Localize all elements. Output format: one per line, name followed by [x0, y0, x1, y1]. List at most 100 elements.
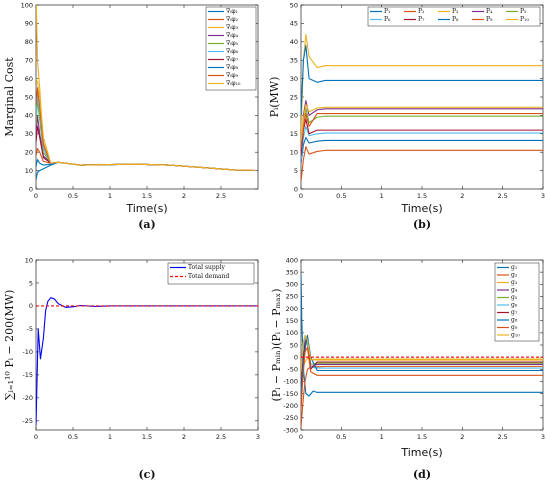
y-tick-label: 0	[29, 185, 33, 193]
y-tick-label: -250	[283, 414, 298, 422]
legend-entry: g₃	[511, 279, 518, 286]
series-line-10	[301, 103, 543, 142]
series-line-1	[301, 274, 543, 397]
legend-entry: P₂	[418, 8, 425, 15]
x-tick-label: 0.5	[336, 433, 346, 441]
y-tick-label: 10	[290, 149, 298, 157]
y-tick-label: 0	[294, 353, 298, 361]
legend-entry: P₈	[452, 16, 459, 23]
panel-caption: (a)	[138, 218, 156, 231]
x-tick-label: 2.5	[497, 433, 507, 441]
legend-entry: ∇ᵢφ₅	[226, 40, 239, 47]
legend-entry: g₄	[511, 287, 518, 294]
series-line-1	[301, 136, 543, 164]
y-tick-label: 5	[29, 279, 33, 287]
legend-box	[205, 6, 257, 91]
x-tick-label: 3	[256, 433, 260, 441]
x-tick-label: 1	[108, 192, 112, 200]
y-tick-label: 20	[25, 149, 33, 157]
x-tick-label: 1.5	[417, 192, 427, 200]
y-tick-label: 10	[25, 256, 33, 264]
legend-entry: g₆	[511, 302, 518, 309]
y-tick-label: 25	[290, 93, 298, 101]
x-tick-label: 2.5	[216, 192, 226, 200]
legend-entry: Total demand	[188, 273, 229, 280]
y-tick-label: -10	[22, 348, 33, 356]
legend-entry: g₁	[511, 264, 517, 271]
y-tick-label: 15	[290, 130, 298, 138]
x-tick-label: 0.5	[68, 433, 78, 441]
legend-entry: P₁	[384, 8, 390, 15]
chart-panel-3: 0 0.5 1 1.5 2 2.5 3 -25 -20 -15 -10 -5 0 5 10 Total sup…	[3, 256, 260, 481]
y-tick-label: 250	[286, 293, 298, 301]
x-tick-label: 1	[108, 433, 112, 441]
x-tick-label: 2	[182, 433, 186, 441]
x-tick-label: 3	[541, 433, 545, 441]
chart-panel-4: 0 0.5 1 1.5 2 2.5 3 -300 -250 -200 -150 -100 -50 0 50 1…	[270, 256, 545, 481]
y-tick-label: -100	[283, 378, 298, 386]
legend-entry: ∇ᵢφ₆	[226, 48, 239, 55]
y-tick-label: 40	[25, 112, 33, 120]
y-tick-label: -150	[283, 390, 298, 398]
series-line-2	[301, 146, 543, 182]
series-line-1	[36, 297, 258, 426]
legend-entry: P₉	[486, 16, 493, 23]
y-tick-label: 90	[25, 20, 33, 28]
legend-entry: g₈	[511, 317, 518, 324]
y-tick-label: 100	[21, 1, 33, 9]
y-tick-label: 50	[290, 1, 298, 9]
y-tick-label: 350	[286, 268, 298, 276]
y-tick-label: -50	[287, 366, 298, 374]
legend-entry: ∇ᵢφ₇	[226, 56, 239, 63]
x-tick-label: 0.5	[336, 192, 346, 200]
y-tick-label: 35	[290, 57, 298, 65]
plot-area	[300, 4, 544, 190]
y-tick-label: 200	[286, 305, 298, 313]
x-tick-label: 0	[34, 192, 38, 200]
x-axis-label: Time(s)	[125, 202, 167, 215]
x-tick-label: 2	[182, 192, 186, 200]
series-line-9	[301, 346, 543, 411]
legend-box	[167, 262, 255, 285]
y-tick-label: 300	[286, 281, 298, 289]
panel-caption: (b)	[413, 218, 431, 231]
x-axis-label: Time(s)	[400, 202, 442, 215]
y-tick-label: -25	[22, 417, 33, 425]
y-tick-label: 20	[290, 112, 298, 120]
y-tick-label: -20	[22, 394, 33, 402]
legend-entry: g₉	[511, 324, 518, 331]
y-tick-label: 30	[290, 75, 298, 83]
x-tick-label: 1.5	[417, 433, 427, 441]
series-line-2	[301, 365, 543, 428]
x-tick-label: 2.5	[497, 192, 507, 200]
legend-entry: g₇	[511, 309, 518, 316]
series-line-8	[301, 334, 543, 401]
y-tick-label: 5	[294, 167, 298, 175]
legend-entry: ∇ᵢφ₂	[226, 16, 239, 23]
y-tick-label: 50	[290, 341, 298, 349]
legend-entry: Total supply	[188, 264, 226, 271]
legend-entry: P₆	[384, 16, 391, 23]
legend-entry: ∇ᵢφ₁	[226, 8, 238, 15]
series-line-9	[301, 113, 543, 149]
y-tick-label: 45	[290, 20, 298, 28]
legend-entry: g₂	[511, 272, 518, 279]
series-line-8	[301, 44, 543, 116]
y-axis-label: Pᵢ(MW)	[268, 77, 281, 118]
legend-entry: P₁₀	[520, 16, 529, 23]
y-axis-label: Marginal Cost	[3, 57, 16, 137]
y-tick-label: 70	[25, 57, 33, 65]
y-axis-label: (Pᵢ − Pₘᵢₙ)(Pᵢ − Pₘₐₓ)	[270, 289, 283, 402]
legend: P₁ P₂ P₃ P₄ P₅ P₆ P₇ P₈ P₉ P₁₀	[367, 6, 541, 27]
x-axis-label: Time(s)	[400, 446, 442, 459]
legend-entry: P₃	[452, 8, 459, 15]
x-tick-label: 2.5	[216, 433, 226, 441]
series-group	[36, 5, 255, 180]
series-line-6	[301, 125, 543, 160]
x-tick-label: 2	[460, 192, 464, 200]
y-tick-label: 150	[286, 317, 298, 325]
series-group	[301, 33, 543, 182]
x-tick-label: 0.5	[68, 192, 78, 200]
